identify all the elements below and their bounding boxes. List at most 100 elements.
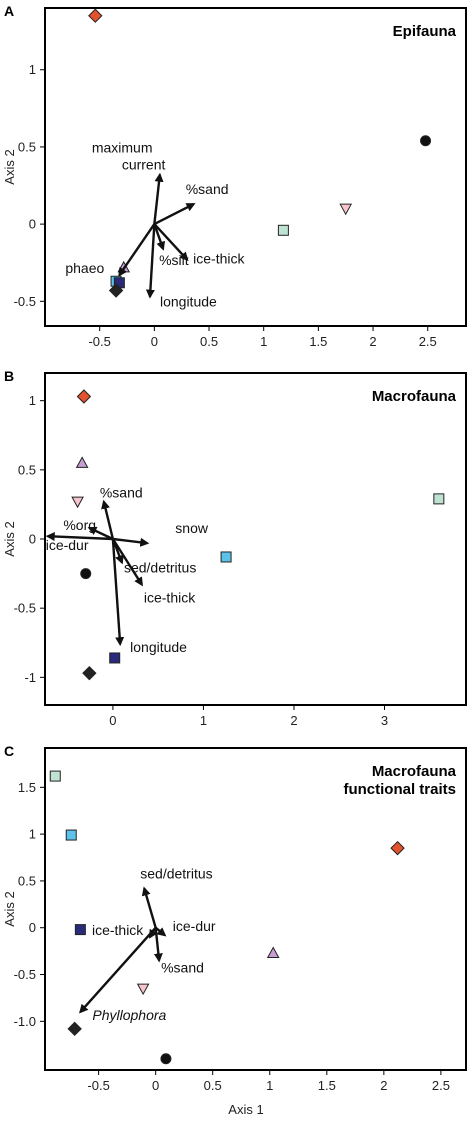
y-tick-label: -0.5 bbox=[14, 294, 36, 309]
y-tick-label: 0 bbox=[29, 532, 36, 547]
vector-arrow bbox=[141, 886, 157, 929]
vector-label: ice-dur bbox=[173, 918, 216, 934]
panel-title: functional traits bbox=[343, 781, 456, 798]
triangle-up-point-2 bbox=[75, 456, 89, 468]
x-tick-label: 2.5 bbox=[432, 1078, 450, 1093]
triangle-down-point-3 bbox=[71, 496, 84, 509]
y-axis-title: Axis 2 bbox=[2, 521, 17, 556]
vector-label: sed/detritus bbox=[140, 865, 212, 881]
panel-letter: C bbox=[4, 743, 14, 759]
y-tick-label: 1 bbox=[29, 62, 36, 77]
x-tick-label: 2 bbox=[290, 713, 297, 728]
vector-arrow bbox=[153, 223, 189, 262]
x-tick-label: -0.5 bbox=[88, 334, 110, 349]
x-tick-label: 0 bbox=[152, 1078, 159, 1093]
vector-arrow bbox=[45, 532, 113, 542]
vector-label: %org bbox=[63, 517, 96, 533]
x-tick-label: 3 bbox=[381, 713, 388, 728]
vector-arrow bbox=[118, 223, 156, 277]
diamond-point-7 bbox=[67, 1021, 82, 1037]
square-point-1 bbox=[49, 770, 61, 782]
vector-arrow bbox=[87, 526, 114, 541]
y-tick-label: 0.5 bbox=[18, 462, 36, 477]
x-tick-label: 2 bbox=[380, 1078, 387, 1093]
diamond-point-8 bbox=[82, 665, 97, 681]
x-tick-label: 1 bbox=[200, 713, 207, 728]
vector-label: ice-thick bbox=[144, 590, 196, 606]
panel-a: A Epifauna -0.5 0 0.5 1 1.5 2 2.5 -0.5 0 0.5 1 Axis 2… bbox=[2, 3, 467, 349]
y-tick-label: -0.5 bbox=[14, 967, 36, 982]
square-point-4 bbox=[74, 924, 86, 936]
panel-title: Macrofauna bbox=[372, 388, 457, 405]
diamond-point-1 bbox=[76, 389, 92, 404]
x-tick-label: 2.5 bbox=[419, 334, 437, 349]
vector-label: longitude bbox=[160, 294, 217, 310]
vector-arrow bbox=[112, 537, 150, 547]
diamond-point-1 bbox=[88, 8, 103, 23]
y-tick-label: 0 bbox=[29, 217, 36, 232]
y-tick-label: 1 bbox=[29, 827, 36, 842]
vector-label: ice-dur bbox=[46, 537, 89, 553]
y-tick-label: 0 bbox=[29, 920, 36, 935]
vector-label: Phyllophora bbox=[92, 1007, 166, 1023]
vector-label: ice-thick bbox=[193, 251, 245, 267]
x-tick-label: 0 bbox=[109, 713, 116, 728]
vector-label: phaeo bbox=[65, 260, 104, 276]
triangle-down-point-3 bbox=[339, 203, 353, 216]
triangle-down-point-6 bbox=[136, 983, 150, 996]
x-tick-label: -0.5 bbox=[87, 1078, 109, 1093]
vector-label: sed/detritus bbox=[124, 560, 196, 576]
vector-label: ice-thick bbox=[92, 922, 144, 938]
circle-point-2 bbox=[420, 135, 432, 147]
panel-title: Epifauna bbox=[393, 23, 457, 40]
y-axis-title: Axis 2 bbox=[2, 149, 17, 184]
panel-b: B Macrofauna 0 1 2 3 -1 -0.5 0 0.5 1 Axis 2 %sand%or… bbox=[2, 368, 467, 728]
vector-label: longitude bbox=[130, 639, 187, 655]
vector-arrow bbox=[111, 538, 143, 587]
vector-arrow bbox=[111, 538, 125, 647]
square-point-4 bbox=[277, 224, 289, 236]
y-tick-label: 1.5 bbox=[18, 780, 36, 795]
x-tick-label: 0.5 bbox=[200, 334, 218, 349]
vector-arrow bbox=[153, 927, 163, 963]
vector-label: %sand bbox=[100, 485, 143, 501]
y-tick-label: 0.5 bbox=[18, 873, 36, 888]
square-point-2 bbox=[65, 829, 77, 841]
vector-arrow bbox=[154, 926, 167, 937]
plot-frame bbox=[44, 747, 467, 1071]
plot-frame bbox=[44, 7, 467, 327]
y-tick-label: 1 bbox=[29, 393, 36, 408]
vector-arrow bbox=[79, 926, 157, 1014]
circle-point-8 bbox=[160, 1053, 172, 1065]
x-tick-label: 1 bbox=[266, 1078, 273, 1093]
vector-label: %sand bbox=[161, 959, 204, 975]
x-tick-label: 1 bbox=[260, 334, 267, 349]
x-tick-label: 1.5 bbox=[318, 1078, 336, 1093]
y-tick-label: -1 bbox=[24, 670, 36, 685]
square-point-4 bbox=[433, 493, 445, 505]
vector-arrow bbox=[145, 224, 156, 299]
y-tick-label: -0.5 bbox=[14, 601, 36, 616]
panel-title: Macrofauna bbox=[372, 763, 457, 780]
y-tick-label: 0.5 bbox=[18, 139, 36, 154]
diamond-point-3 bbox=[390, 840, 405, 856]
x-tick-label: 2 bbox=[369, 334, 376, 349]
panel-letter: B bbox=[4, 368, 14, 384]
vector-label: maximum current bbox=[92, 140, 166, 173]
x-tick-label: 0 bbox=[151, 334, 158, 349]
square-point-7 bbox=[109, 652, 121, 664]
vector-arrow bbox=[101, 499, 115, 540]
square-point-5 bbox=[220, 551, 232, 563]
y-tick-label: -1.0 bbox=[14, 1014, 36, 1029]
vector-arrow bbox=[153, 202, 196, 226]
vector-label: %silt bbox=[159, 252, 189, 268]
panel-letter: A bbox=[4, 3, 14, 19]
x-tick-label: 0.5 bbox=[204, 1078, 222, 1093]
diamond-point-8 bbox=[108, 283, 124, 298]
x-tick-label: 1.5 bbox=[309, 334, 327, 349]
circle-point-6 bbox=[80, 568, 92, 580]
vector-arrow bbox=[153, 223, 166, 251]
vector-arrow bbox=[153, 172, 164, 225]
